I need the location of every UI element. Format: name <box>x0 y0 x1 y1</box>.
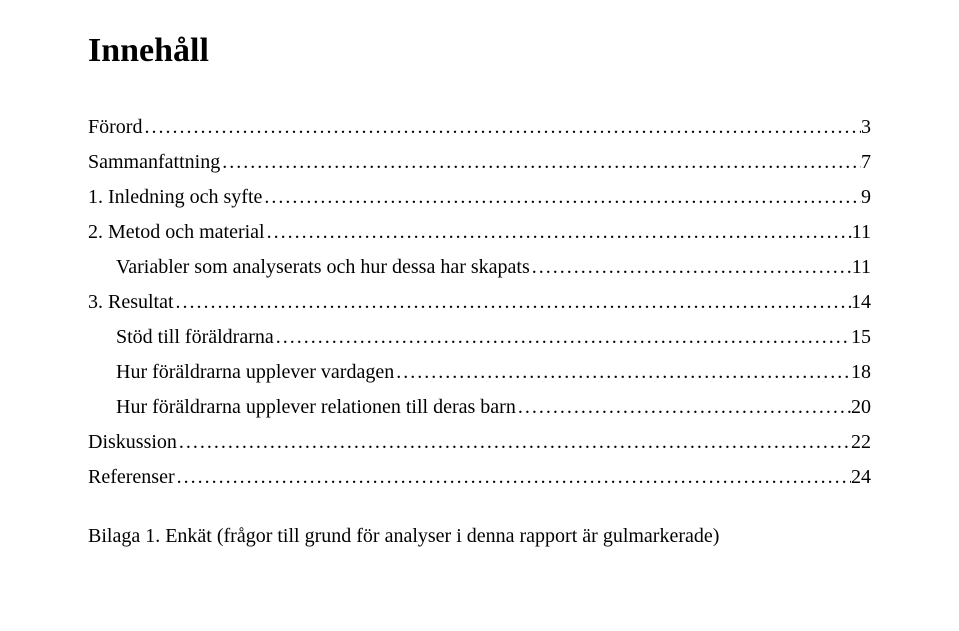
toc-page-number: 24 <box>851 462 871 493</box>
toc-leader-dots <box>262 182 861 213</box>
toc-row: 3. Resultat 14 <box>88 287 871 318</box>
toc-label: Stöd till föräldrarna <box>88 322 274 353</box>
toc-page-number: 3 <box>861 112 871 143</box>
toc-page-number: 7 <box>861 147 871 178</box>
toc-leader-dots <box>220 147 861 178</box>
toc-page-number: 15 <box>851 322 871 353</box>
toc-label: Hur föräldrarna upplever vardagen <box>88 357 394 388</box>
toc-row: Diskussion 22 <box>88 427 871 458</box>
toc-page-number: 11 <box>852 252 871 283</box>
toc-label: Referenser <box>88 462 175 493</box>
toc-leader-dots <box>516 392 851 423</box>
toc-leader-dots <box>394 357 851 388</box>
toc-row: Förord 3 <box>88 112 871 143</box>
toc-row: Variabler som analyserats och hur dessa … <box>88 252 871 283</box>
toc-page-number: 9 <box>861 182 871 213</box>
toc-label: Diskussion <box>88 427 177 458</box>
toc-row: Referenser 24 <box>88 462 871 493</box>
toc-label: 3. Resultat <box>88 287 174 318</box>
toc-leader-dots <box>530 252 852 283</box>
toc-label: Hur föräldrarna upplever relationen till… <box>88 392 516 423</box>
toc-page-number: 18 <box>851 357 871 388</box>
toc-leader-dots <box>175 462 851 493</box>
toc-row: Hur föräldrarna upplever relationen till… <box>88 392 871 423</box>
toc-leader-dots <box>177 427 851 458</box>
toc-label: Förord <box>88 112 142 143</box>
toc-page-number: 14 <box>851 287 871 318</box>
toc-leader-dots <box>274 322 851 353</box>
toc-page-number: 20 <box>851 392 871 423</box>
toc-leader-dots <box>174 287 851 318</box>
toc-page-number: 22 <box>851 427 871 458</box>
toc-label: Sammanfattning <box>88 147 220 178</box>
toc-row: Stöd till föräldrarna 15 <box>88 322 871 353</box>
toc-label: 2. Metod och material <box>88 217 265 248</box>
table-of-contents: Förord 3 Sammanfattning 7 1. Inledning och s… <box>88 112 871 493</box>
toc-page-number: 11 <box>852 217 871 248</box>
page-title: Innehåll <box>88 32 871 70</box>
toc-row: 1. Inledning och syfte 9 <box>88 182 871 213</box>
toc-label: Variabler som analyserats och hur dessa … <box>88 252 530 283</box>
toc-leader-dots <box>265 217 852 248</box>
toc-row: 2. Metod och material 11 <box>88 217 871 248</box>
toc-row: Sammanfattning 7 <box>88 147 871 178</box>
toc-row: Hur föräldrarna upplever vardagen 18 <box>88 357 871 388</box>
toc-leader-dots <box>142 112 861 143</box>
appendix-note: Bilaga 1. Enkät (frågor till grund för a… <box>88 525 871 548</box>
toc-label: 1. Inledning och syfte <box>88 182 262 213</box>
